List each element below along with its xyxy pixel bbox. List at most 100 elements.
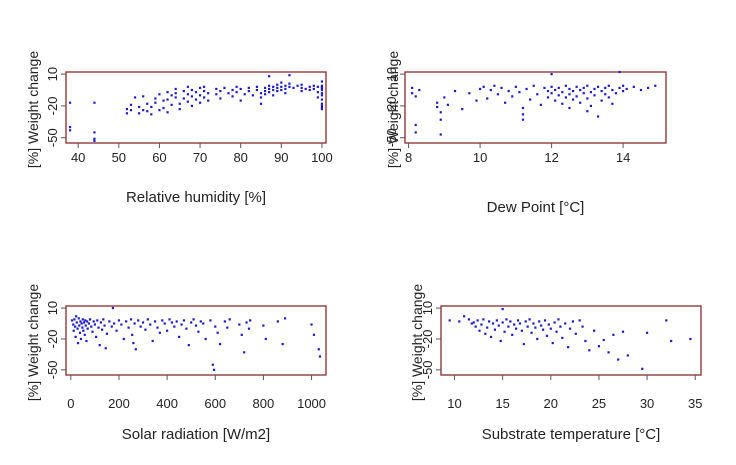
data-point: [484, 332, 487, 335]
data-point: [158, 331, 161, 334]
data-point: [223, 86, 226, 89]
data-point: [549, 327, 552, 330]
data-point: [586, 110, 589, 113]
y-tick-label: -50: [45, 128, 60, 147]
data-point: [568, 87, 571, 91]
data-point: [247, 86, 250, 89]
data-point: [192, 318, 195, 321]
data-point: [144, 328, 147, 331]
data-point: [545, 334, 549, 337]
data-point: [125, 107, 129, 111]
data-point: [312, 84, 315, 87]
data-point: [211, 363, 214, 366]
data-point: [103, 324, 106, 327]
data-point: [521, 118, 525, 121]
data-point: [571, 89, 575, 93]
data-point: [621, 330, 625, 333]
data-point: [243, 351, 246, 354]
data-point: [491, 322, 495, 325]
data-point: [318, 355, 322, 358]
data-point: [190, 104, 194, 108]
data-point: [190, 95, 194, 98]
x-tick-label: 15: [495, 396, 509, 411]
data-point: [111, 306, 115, 310]
data-points: [68, 74, 324, 142]
data-point: [581, 325, 584, 328]
scatter-panel-2: 8 10 12 14 10 -20 -50 Dew Point [°C] [%] Weight …: [384, 51, 667, 216]
data-point: [475, 99, 478, 102]
data-point: [529, 98, 532, 101]
data-point: [514, 85, 517, 88]
data-point: [300, 89, 303, 93]
data-point: [513, 323, 516, 326]
data-point: [187, 344, 190, 347]
data-point: [272, 85, 275, 88]
data-point: [521, 106, 525, 110]
data-point: [557, 318, 560, 321]
x-axis-title: Dew Point [°C]: [487, 199, 585, 216]
data-point: [571, 98, 575, 101]
data-point: [530, 331, 533, 334]
data-point: [280, 81, 283, 84]
plot-frame: [440, 305, 702, 376]
data-point: [292, 86, 295, 89]
data-points: [448, 307, 692, 370]
data-point: [170, 321, 174, 324]
data-point: [507, 89, 510, 93]
data-point: [541, 328, 545, 331]
data-point: [276, 83, 279, 86]
data-point: [276, 86, 279, 89]
data-point: [280, 85, 283, 88]
data-point: [68, 101, 72, 104]
data-point: [584, 339, 587, 343]
data-point: [239, 87, 242, 91]
data-point: [83, 333, 86, 336]
y-tick-label: 10: [45, 67, 60, 81]
x-tick-label: 25: [592, 396, 606, 411]
data-point: [526, 325, 529, 328]
data-point: [316, 85, 319, 88]
data-point: [611, 88, 614, 92]
data-point: [235, 85, 238, 88]
data-point: [614, 92, 618, 95]
plot-frame: [404, 71, 667, 144]
data-point: [77, 317, 80, 320]
data-point: [478, 87, 482, 91]
data-point: [589, 104, 593, 108]
data-point: [288, 82, 291, 85]
data-point: [554, 88, 557, 92]
data-point: [85, 339, 88, 343]
data-point: [74, 335, 77, 338]
y-axis-title: [%] Weight change: [385, 51, 401, 168]
data-point: [607, 84, 610, 87]
data-point: [214, 325, 217, 328]
scatter-panel-4: 10 15 20 25 30 35 10 -20 -50 Substrate temperatur…: [409, 284, 702, 443]
data-point: [489, 88, 492, 92]
data-point: [288, 74, 291, 77]
x-tick-label: 40: [71, 150, 85, 165]
data-point: [320, 102, 324, 105]
data-point: [151, 339, 154, 343]
data-point: [73, 318, 76, 321]
data-point: [102, 318, 105, 321]
data-point: [153, 320, 157, 323]
data-point: [320, 85, 324, 88]
y-axis-title: [%] Weight change: [409, 284, 425, 401]
data-point: [134, 348, 137, 351]
data-point: [79, 337, 83, 341]
data-point: [567, 346, 570, 349]
data-point: [137, 319, 140, 322]
data-point: [308, 88, 311, 92]
data-point: [316, 91, 319, 94]
data-point: [534, 326, 537, 329]
data-point: [536, 337, 539, 341]
data-point: [625, 87, 628, 91]
x-tick-label: 12: [544, 150, 558, 165]
data-point: [320, 98, 324, 101]
x-tick-label: 35: [688, 396, 702, 411]
data-point: [93, 137, 96, 140]
data-point: [268, 91, 271, 94]
data-point: [120, 323, 123, 326]
data-point: [579, 88, 582, 92]
